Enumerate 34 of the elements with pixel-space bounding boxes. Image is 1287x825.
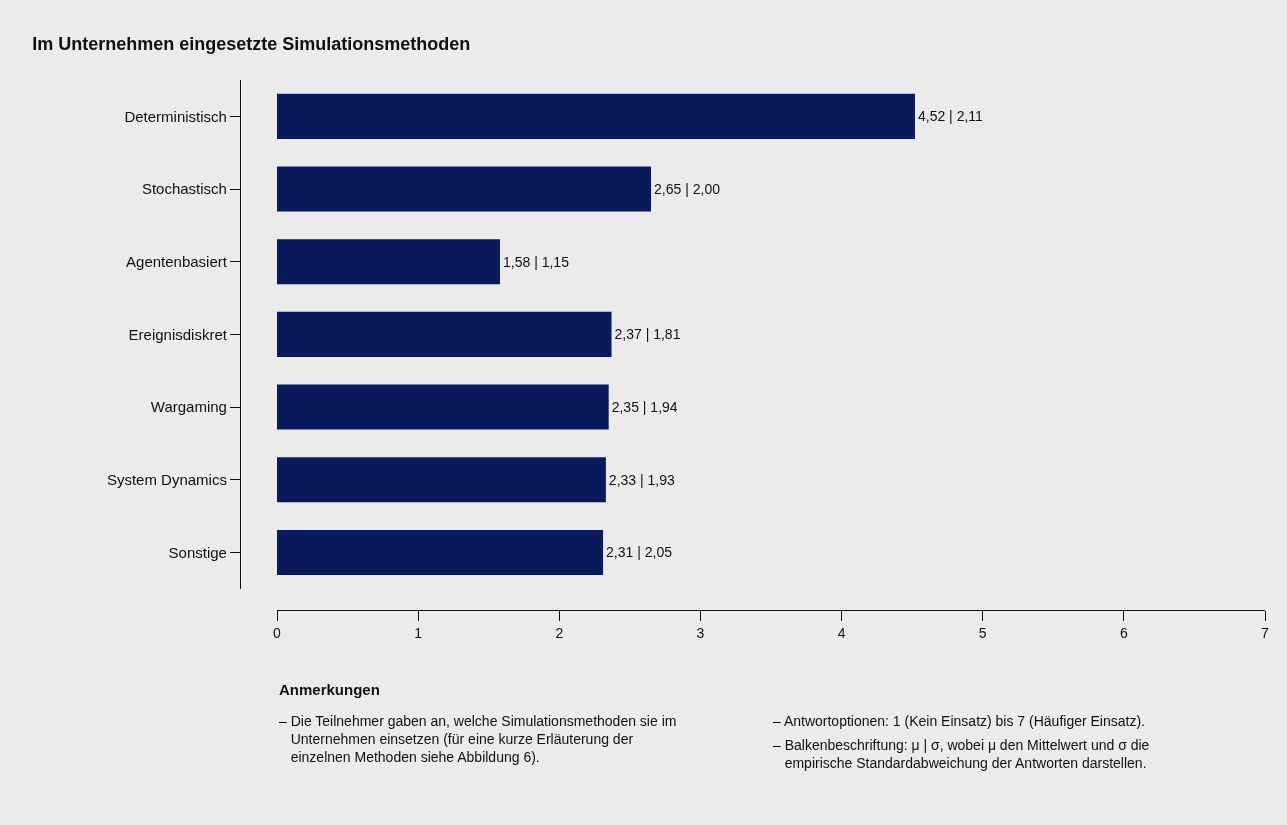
x-tick-label: 1 [414, 624, 423, 641]
data-label: 2,31 | 2,05 [606, 544, 673, 561]
bar [277, 384, 609, 430]
x-tick-label: 5 [978, 624, 987, 641]
y-tick-label: Stochastisch [141, 180, 227, 198]
data-label: 2,65 | 2,00 [654, 181, 721, 198]
y-tick-label: Sonstige [168, 543, 227, 561]
bar [277, 166, 652, 212]
data-label: 4,52 | 2,11 [917, 108, 984, 125]
bar [277, 239, 501, 285]
chart-title: Im Unternehmen eingesetzte Simulationsmethoden [32, 33, 471, 54]
data-label: 2,35 | 1,94 [611, 399, 678, 416]
text: – Antwortoptionen: 1 (Kein Einsatz) bis 7 (Häufiger Einsatz). [773, 713, 1145, 729]
data-label: 1,58 | 1,15 [503, 253, 570, 270]
bar [277, 93, 915, 139]
x-tick-label: 4 [837, 624, 846, 641]
text: – Balkenbeschriftung: μ | σ, wobei μ den Mittelwert und σ die empirische Standardabweichung der Antworten darstellen. [773, 737, 1150, 772]
data-label: 2,33 | 1,93 [608, 471, 675, 488]
x-tick-label: 2 [555, 624, 564, 641]
y-tick-label: Agentenbasiert [126, 252, 228, 270]
y-tick-label: Deterministisch [124, 107, 227, 125]
bar [277, 457, 606, 503]
bar [277, 529, 604, 575]
x-tick-label: 6 [1119, 624, 1128, 641]
text: – Die Teilnehmer gaben an, welche Simulationsmethoden sie im Unternehmen einsetzen (für eine kurze Erläuterung der einzelnen Methoden siehe Abbildung 6). [279, 713, 677, 766]
y-tick-label: System Dynamics [106, 471, 227, 489]
x-tick-label: 0 [273, 624, 282, 641]
bar [277, 311, 612, 357]
text: Anmerkungen [279, 681, 380, 698]
y-tick-label: Wargaming [150, 398, 227, 416]
x-tick-label: 7 [1261, 624, 1270, 641]
data-label: 2,37 | 1,81 [614, 326, 681, 343]
y-tick-label: Ereignisdiskret [128, 325, 228, 343]
x-tick-label: 3 [696, 624, 705, 641]
